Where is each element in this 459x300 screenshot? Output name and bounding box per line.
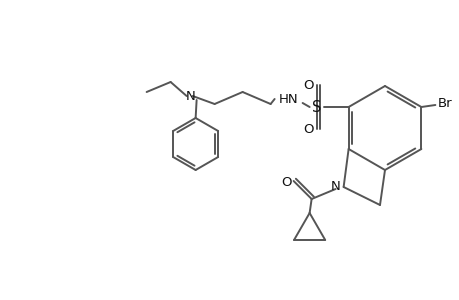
Text: Br: Br [437, 97, 452, 110]
Text: N: N [185, 89, 195, 103]
Text: O: O [303, 79, 313, 92]
Text: HN: HN [278, 92, 298, 106]
Text: S: S [311, 100, 321, 115]
Text: N: N [330, 181, 340, 194]
Text: O: O [303, 122, 313, 136]
Text: O: O [281, 176, 291, 190]
